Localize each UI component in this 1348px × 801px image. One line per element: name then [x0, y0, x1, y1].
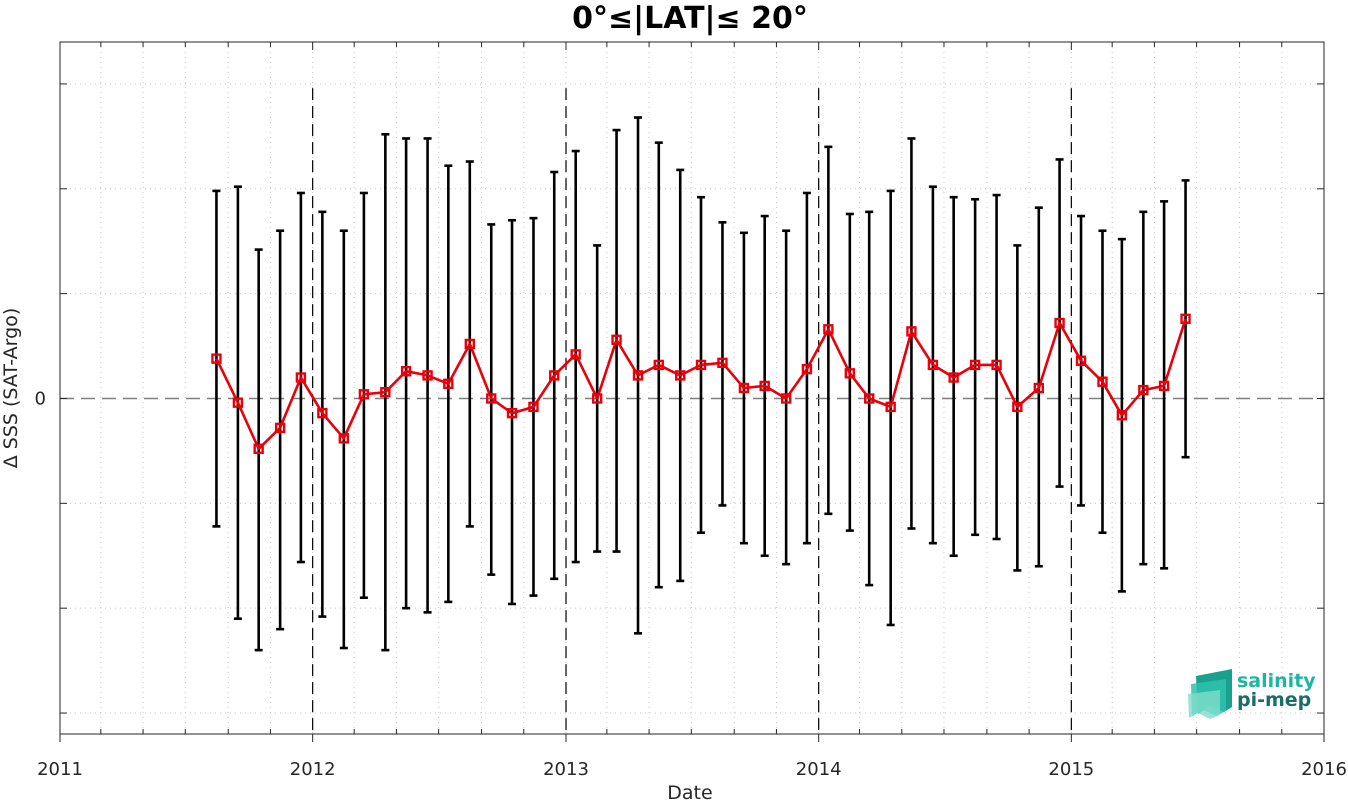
salinity-pi-mep-logo: salinity pi-mep: [1188, 669, 1316, 719]
data-point: [486, 393, 497, 404]
data-point: [232, 397, 244, 408]
logo-text-salinity: salinity: [1237, 670, 1316, 692]
data-point: [338, 433, 350, 444]
data-point: [906, 326, 917, 337]
x-tick-label: 2016: [1301, 759, 1347, 780]
y-axis-label: Δ SSS (SAT-Argo): [0, 308, 22, 468]
series-line: [215, 318, 1187, 451]
data-point: [969, 359, 981, 371]
data-point: [738, 382, 750, 394]
data-point: [632, 370, 644, 381]
data-point: [1180, 313, 1191, 324]
wave-logo-icon: [1188, 669, 1232, 719]
data-point: [358, 389, 370, 400]
logo-text-pi-mep: pi-mep: [1237, 689, 1311, 711]
data-point: [380, 386, 391, 398]
plot-area: 2011 2012 2013 2014 2015 2016 0: [35, 41, 1347, 780]
data-point: [464, 338, 475, 350]
data-point: [1138, 384, 1149, 396]
x-tick-label: 2015: [1048, 759, 1094, 780]
x-tick-label: 2011: [37, 759, 83, 780]
data-point: [253, 443, 264, 455]
data-point: [274, 422, 286, 434]
data-point: [1033, 382, 1045, 394]
data-point: [844, 368, 856, 379]
x-axis-label: Date: [667, 782, 712, 801]
x-tick-label: 2013: [543, 759, 589, 780]
data-point: [422, 370, 433, 381]
data-point: [780, 393, 792, 404]
data-point: [295, 372, 307, 383]
data-point: [611, 334, 622, 345]
data-point: [211, 353, 222, 364]
data-point: [948, 372, 959, 383]
data-point: [1075, 355, 1087, 366]
data-point: [927, 359, 939, 371]
data-point: [549, 370, 560, 381]
data-point: [1116, 410, 1128, 421]
data-point: [1054, 317, 1065, 329]
data-point: [991, 359, 1002, 371]
y-tick-label: 0: [35, 388, 46, 409]
data-point: [317, 407, 328, 419]
data-point: [528, 401, 539, 413]
data-point: [1097, 376, 1108, 387]
data-point: [885, 401, 896, 413]
data-point: [801, 363, 813, 375]
data-point: [695, 359, 707, 371]
data-point: [653, 359, 664, 371]
x-tick-label: 2014: [796, 759, 842, 780]
data-point: [675, 370, 686, 381]
data-point: [1012, 401, 1023, 413]
chart-title: 0°≤|LAT|≤ 20°: [572, 1, 808, 36]
data-point: [591, 393, 603, 404]
data-point: [570, 349, 581, 360]
data-point: [506, 407, 518, 419]
x-tick-label: 2012: [290, 759, 336, 780]
data-point: [823, 324, 834, 335]
data-point: [864, 393, 875, 404]
data-point: [400, 366, 412, 377]
data-point: [443, 378, 454, 390]
plot-frame: [59, 41, 1325, 735]
data-point: [759, 380, 770, 392]
data-point: [717, 357, 728, 369]
data-point: [1158, 380, 1170, 392]
